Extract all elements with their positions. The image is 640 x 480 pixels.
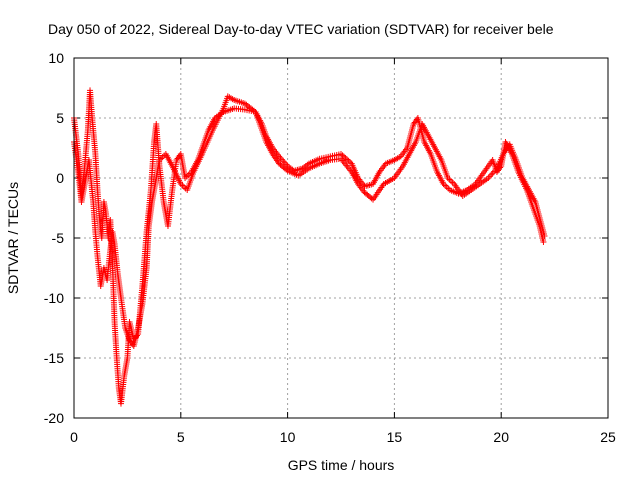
x-tick-label: 25 — [600, 429, 616, 445]
y-tick-label: -5 — [52, 230, 65, 246]
y-axis-label: SDTVAR / TECUs — [5, 182, 21, 294]
x-tick-label: 5 — [177, 429, 185, 445]
y-tick-label: -15 — [44, 350, 64, 366]
data-point — [541, 233, 548, 239]
x-tick-label: 20 — [493, 429, 509, 445]
data-point — [283, 166, 290, 173]
y-tick-labels: -20 -15 -10 -5 0 5 10 — [44, 50, 64, 426]
y-tick-label: 5 — [56, 110, 64, 126]
y-tick-label: 10 — [48, 50, 64, 66]
data-point — [540, 239, 547, 245]
y-tick-label: -20 — [44, 410, 64, 426]
y-tick-label: 0 — [56, 170, 64, 186]
x-axis-label: GPS time / hours — [288, 457, 395, 473]
chart-title: Day 050 of 2022, Sidereal Day-to-day VTE… — [48, 21, 554, 37]
x-tick-label: 10 — [280, 429, 296, 445]
data-point — [368, 195, 375, 202]
x-tick-labels: 0 5 10 15 20 25 — [70, 429, 616, 445]
grid-lines — [73, 57, 609, 419]
data-points — [71, 87, 548, 407]
x-tick-label: 15 — [387, 429, 403, 445]
y-tick-label: -10 — [44, 290, 64, 306]
plot-frame — [73, 57, 609, 419]
x-tick-label: 0 — [70, 429, 78, 445]
